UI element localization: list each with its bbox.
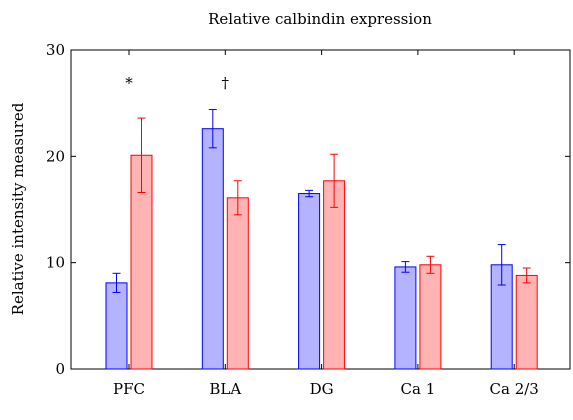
bar-series1-bla xyxy=(201,128,224,370)
x-tick-label: PFC xyxy=(113,380,145,398)
bar-series1-dg xyxy=(298,193,321,370)
x-tick-label: Ca 1 xyxy=(401,380,436,398)
x-tick-label: Ca 2/3 xyxy=(490,380,539,398)
bar-series2-ca23 xyxy=(515,274,538,370)
error-bars xyxy=(112,109,531,293)
significance-marker: * xyxy=(125,74,133,92)
y-tick-label: 0 xyxy=(55,360,65,378)
bar-series1-pfc xyxy=(105,282,128,370)
bar-series2-ca1 xyxy=(419,264,442,370)
y-axis-label: Relative intensity measured xyxy=(9,102,27,315)
y-tick-label: 20 xyxy=(46,147,65,165)
bar-series1-ca1 xyxy=(394,266,417,370)
bar-series xyxy=(105,128,538,370)
significance-annotations: * † xyxy=(125,74,229,92)
x-tick-label: BLA xyxy=(209,380,241,398)
bar-series2-bla xyxy=(226,197,249,370)
chart-title: Relative calbindin expression xyxy=(208,10,432,28)
y-tick-label: 30 xyxy=(46,41,65,59)
significance-marker: † xyxy=(222,74,230,92)
x-tick-label: DG xyxy=(310,380,334,398)
bar-series2-dg xyxy=(323,180,346,370)
plot-frame xyxy=(70,49,571,370)
y-axis-ticks: 0 10 20 30 xyxy=(46,41,570,378)
x-axis-ticks: PFC BLA DG Ca 1 Ca 2/3 xyxy=(113,50,539,398)
y-tick-label: 10 xyxy=(46,254,65,272)
